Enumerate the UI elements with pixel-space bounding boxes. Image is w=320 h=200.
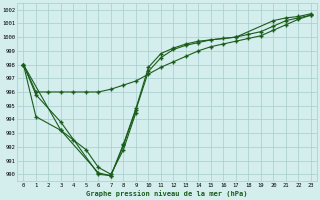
X-axis label: Graphe pression niveau de la mer (hPa): Graphe pression niveau de la mer (hPa) <box>86 190 248 197</box>
